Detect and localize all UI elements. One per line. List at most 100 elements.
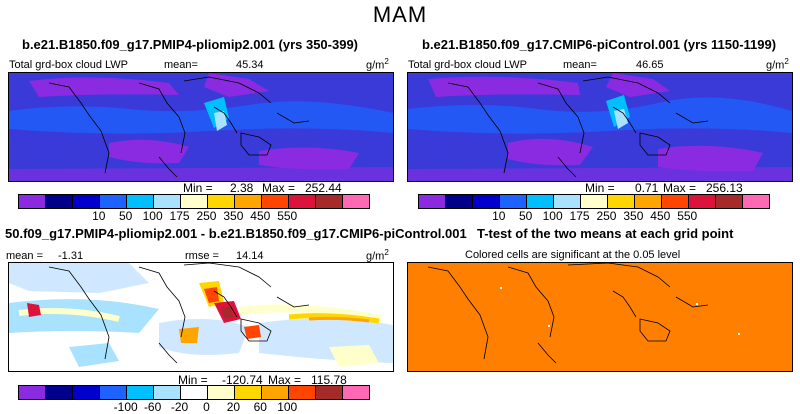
panel3-max-value: 115.78 — [311, 373, 347, 387]
colorbar-swatch — [743, 195, 769, 208]
colorbar-swatch — [554, 195, 581, 208]
colorbar-tick-label: -100 — [113, 400, 138, 414]
colorbar-tick-label: 250 — [596, 209, 617, 223]
colorbar-swatch — [235, 195, 262, 208]
panel2-units: g/m2 — [766, 57, 789, 72]
colorbar-swatch — [154, 386, 181, 399]
panel4-significance-note: Colored cells are significant at the 0.0… — [465, 249, 681, 261]
colorbar-swatch — [446, 195, 473, 208]
panel4-map — [407, 262, 793, 372]
colorbar-swatch — [635, 195, 662, 208]
colorbar-swatch — [289, 195, 316, 208]
colorbar-tick-label: 350 — [623, 209, 644, 223]
colorbar-swatch — [46, 386, 73, 399]
panel1-case-title: b.e21.B1850.f09_g17.PMIP4-pliomip2.001 (… — [22, 37, 359, 52]
colorbar-tick-label: 175 — [169, 209, 190, 223]
colorbar-tick-label: 450 — [650, 209, 671, 223]
colorbar-swatch — [289, 386, 316, 399]
panel1-colorbar — [18, 194, 370, 209]
colorbar-swatch — [419, 195, 446, 208]
colorbar-swatch — [19, 386, 46, 399]
colorbar-tick-label: 450 — [250, 209, 271, 223]
colorbar-swatch — [581, 195, 608, 208]
colorbar-tick-label: 100 — [542, 209, 563, 223]
colorbar-swatch — [208, 386, 235, 399]
colorbar-swatch — [73, 386, 100, 399]
panel4-case-title: T-test of the two means at each grid poi… — [477, 226, 734, 241]
colorbar-tick-label: 175 — [569, 209, 590, 223]
colorbar-swatch — [608, 195, 635, 208]
colorbar-tick-label: 100 — [277, 400, 298, 414]
panel2-case-title: b.e21.B1850.f09_g17.CMIP6-piControl.001 … — [422, 37, 777, 52]
colorbar-swatch — [316, 386, 343, 399]
panel1-mean-label: mean= — [164, 59, 198, 71]
colorbar-swatch — [343, 195, 369, 208]
panel1-max-label: Max = — [262, 181, 296, 195]
colorbar-swatch — [100, 195, 127, 208]
panel1-mean-value: 45.34 — [236, 59, 264, 71]
panel2-colorbar — [418, 194, 770, 209]
panel2-max-value: 256.13 — [706, 181, 743, 195]
colorbar-tick-label: -60 — [143, 400, 162, 414]
panel1-min-value: 2.38 — [230, 181, 254, 195]
panel2-min-label: Min = — [585, 181, 615, 195]
colorbar-swatch — [262, 195, 289, 208]
colorbar-tick-label: 350 — [223, 209, 244, 223]
colorbar-swatch — [100, 386, 127, 399]
panel3-mean-label: mean = — [6, 250, 43, 262]
panel3-min-label: Min = — [178, 373, 208, 387]
colorbar-swatch — [343, 386, 369, 399]
colorbar-tick-label: 250 — [196, 209, 217, 223]
colorbar-tick-label: 550 — [677, 209, 698, 223]
colorbar-swatch — [500, 195, 527, 208]
colorbar-tick-label: 100 — [142, 209, 163, 223]
panel3-rmse-label: rmse = — [185, 250, 219, 262]
colorbar-tick-label: 50 — [519, 209, 533, 223]
colorbar-swatch — [473, 195, 500, 208]
colorbar-swatch — [181, 386, 208, 399]
colorbar-tick-label: 50 — [119, 209, 133, 223]
panel3-map — [8, 262, 394, 372]
colorbar-swatch — [154, 195, 181, 208]
panel1-variable-label: Total grd-box cloud LWP — [9, 59, 129, 71]
colorbar-swatch — [262, 386, 289, 399]
colorbar-tick-label: 20 — [226, 400, 241, 414]
colorbar-tick-label: 0 — [203, 400, 210, 414]
colorbar-swatch — [316, 195, 343, 208]
colorbar-tick-label: -20 — [170, 400, 189, 414]
panel1-map — [8, 72, 394, 182]
panel2-map — [407, 72, 793, 182]
panel1-max-value: 252.44 — [305, 181, 342, 195]
colorbar-swatch — [527, 195, 554, 208]
panel2-mean-value: 46.65 — [636, 59, 664, 71]
panel2-max-label: Max = — [663, 181, 697, 195]
colorbar-swatch — [127, 195, 154, 208]
colorbar-swatch — [73, 195, 100, 208]
panel1-units: g/m2 — [366, 57, 389, 72]
panel2-min-value: 0.71 — [635, 181, 659, 195]
colorbar-swatch — [19, 195, 46, 208]
colorbar-swatch — [181, 195, 208, 208]
colorbar-tick-label: 10 — [92, 209, 106, 223]
panel3-case-title: 50.f09_g17.PMIP4-pliomip2.001 - b.e21.B1… — [5, 226, 467, 241]
panel3-rmse-value: 14.14 — [236, 250, 264, 262]
colorbar-tick-label: 550 — [277, 209, 298, 223]
colorbar-tick-label: 60 — [253, 400, 267, 414]
colorbar-swatch — [46, 195, 73, 208]
season-title: MAM — [372, 2, 428, 27]
panel3-max-label: Max = — [268, 373, 302, 387]
panel3-mean-value: -1.31 — [58, 250, 84, 262]
colorbar-swatch — [689, 195, 716, 208]
colorbar-swatch — [235, 386, 262, 399]
panel1-min-label: Min = — [183, 181, 213, 195]
panel3-units: g/m2 — [366, 248, 389, 263]
colorbar-tick-label: 10 — [492, 209, 506, 223]
panel2-mean-label: mean= — [563, 59, 597, 71]
colorbar-swatch — [662, 195, 689, 208]
panel3-colorbar — [18, 385, 370, 400]
colorbar-swatch — [208, 195, 235, 208]
colorbar-swatch — [716, 195, 743, 208]
colorbar-swatch — [127, 386, 154, 399]
panel3-min-value: -120.74 — [222, 373, 263, 387]
panel2-variable-label: Total grd-box cloud LWP — [408, 59, 528, 71]
